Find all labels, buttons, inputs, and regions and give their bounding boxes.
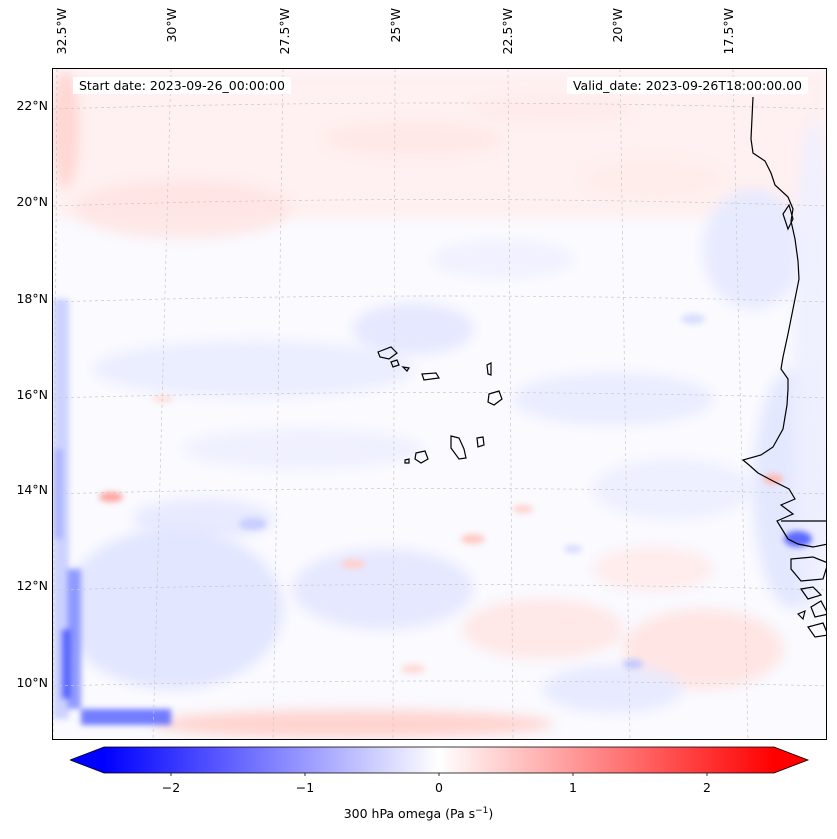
field-boundary-west <box>53 299 171 725</box>
colorbar-extend-high <box>774 747 808 773</box>
colorbar <box>70 746 810 776</box>
field-patches-middle <box>93 189 803 591</box>
lon-label-27-5w: 27.5°W <box>277 8 292 55</box>
island-sao-vicente <box>390 359 400 368</box>
lat-label-18n: 18°N <box>16 291 48 306</box>
colorbar-tick-label: 2 <box>703 780 711 795</box>
colorbar-outline <box>70 746 810 774</box>
lat-label-16n: 16°N <box>16 387 48 402</box>
colorbar-extend-low <box>70 747 104 773</box>
colorbar-tick-marks <box>170 773 708 776</box>
lat-label-12n: 12°N <box>16 578 48 593</box>
field-small-cells <box>153 314 812 674</box>
island-maio <box>476 436 485 448</box>
island-brava <box>404 458 410 464</box>
island-boa-vista <box>487 390 503 406</box>
colorbar-label: 300 hPa omega (Pa s−1) <box>0 806 837 821</box>
lat-label-14n: 14°N <box>16 482 48 497</box>
lat-label-20n: 20°N <box>16 194 48 209</box>
field-patches-north <box>53 69 826 239</box>
colorbar-label-text: 300 hPa omega (Pa s <box>343 806 476 822</box>
field-patches-south <box>63 119 826 738</box>
island-santo-antao <box>377 346 398 360</box>
colorbar-tick-label: −1 <box>295 780 315 795</box>
coast-guinea-bissau <box>790 556 826 582</box>
coast-bijagos-c <box>796 609 806 621</box>
coast-bijagos-b <box>810 600 826 618</box>
lat-label-10n: 10°N <box>16 675 48 690</box>
map-panel[interactable]: Start date: 2023-09-26_00:00:00 Valid_da… <box>52 68 827 740</box>
colorbar-tick-label: −2 <box>161 780 181 795</box>
colorbar-gradient <box>104 747 774 773</box>
lon-label-22-5w: 22.5°W <box>500 8 515 55</box>
graticule <box>53 69 826 739</box>
coast-cape-blanc <box>782 203 794 231</box>
coast-bijagos-a <box>799 586 823 600</box>
colorbar-label-exponent: −1 <box>475 806 489 816</box>
colorbar-tick-label: 0 <box>435 780 443 795</box>
start-date-label: Start date: 2023-09-26_00:00:00 <box>73 77 291 94</box>
africa-coastline <box>741 96 826 638</box>
island-fogo <box>414 450 429 464</box>
island-sal <box>486 362 492 376</box>
lon-label-25w: 25°W <box>388 8 403 43</box>
cape-verde-islands <box>377 346 503 464</box>
lon-label-17-5w: 17.5°W <box>721 8 736 55</box>
lon-label-20w: 20°W <box>610 8 625 43</box>
colorbar-tick-label: 1 <box>569 780 577 795</box>
island-santa-luzia <box>401 366 411 372</box>
coast-bijagos-d <box>807 622 826 638</box>
island-santiago <box>450 435 467 460</box>
colorbar-label-suffix: ) <box>488 806 494 822</box>
island-sao-nicolau <box>421 372 440 381</box>
lon-label-30w: 30°W <box>164 8 179 43</box>
lon-label-32-5w: 32.5°W <box>54 8 69 55</box>
valid-date-label: Valid_date: 2023-09-26T18:00:00.00 <box>566 77 808 94</box>
omega-field <box>53 69 826 739</box>
lat-label-22n: 22°N <box>16 98 48 113</box>
coast-mainland <box>741 96 826 548</box>
